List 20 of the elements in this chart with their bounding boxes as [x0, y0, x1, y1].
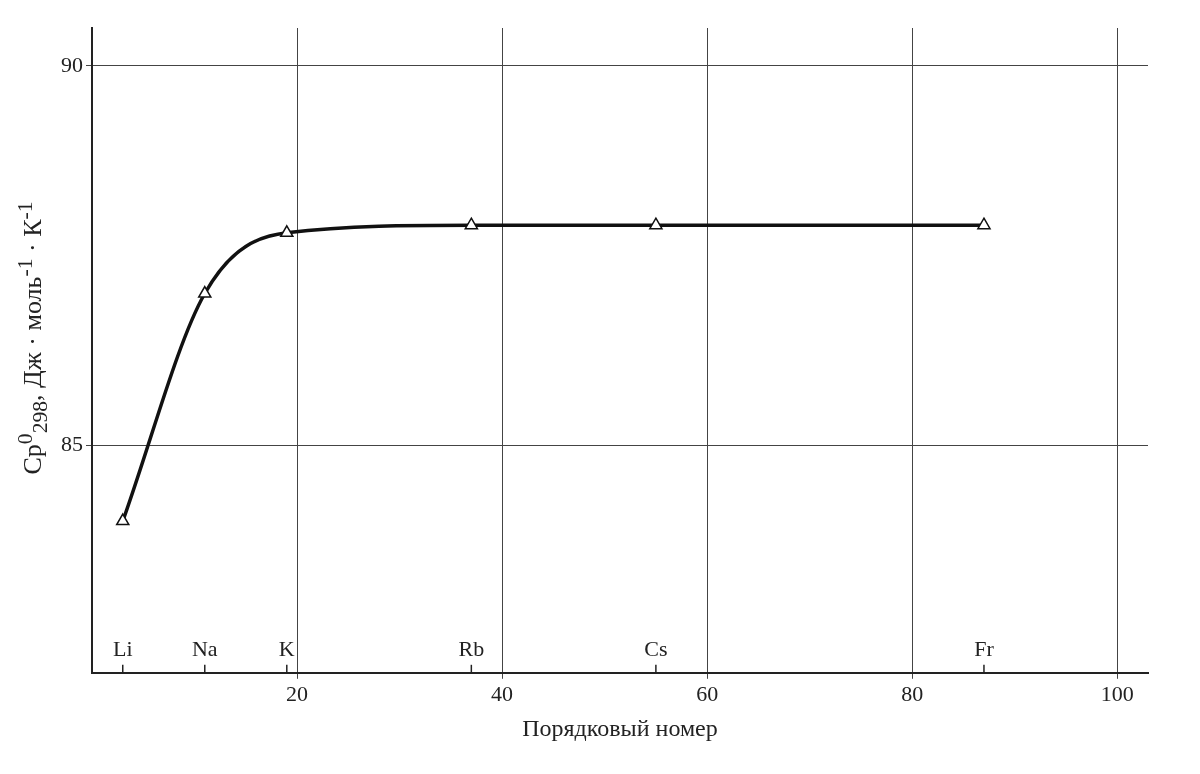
point: [464, 217, 479, 230]
point: [649, 217, 663, 230]
point: [197, 285, 212, 298]
x-tick-label: 100: [1100, 680, 1134, 706]
point: [977, 217, 991, 230]
y-tick-label: 85: [61, 431, 83, 456]
annotation: Rb: [458, 635, 485, 661]
x-axis-title: Порядковый номер: [522, 714, 718, 741]
x-tick-label: 40: [491, 680, 514, 706]
x-tick-label: 60: [696, 680, 719, 706]
annotation: Fr: [974, 635, 995, 661]
annotation: Cs: [644, 635, 668, 661]
annotation: K: [278, 635, 295, 661]
x-tick-label: 80: [901, 680, 924, 706]
annotation: Li: [112, 635, 133, 661]
annotation: Na: [191, 635, 218, 661]
point: [279, 225, 294, 238]
y-tick-label: 90: [61, 51, 83, 77]
x-tick-label: 20: [286, 680, 309, 706]
point: [115, 513, 130, 526]
